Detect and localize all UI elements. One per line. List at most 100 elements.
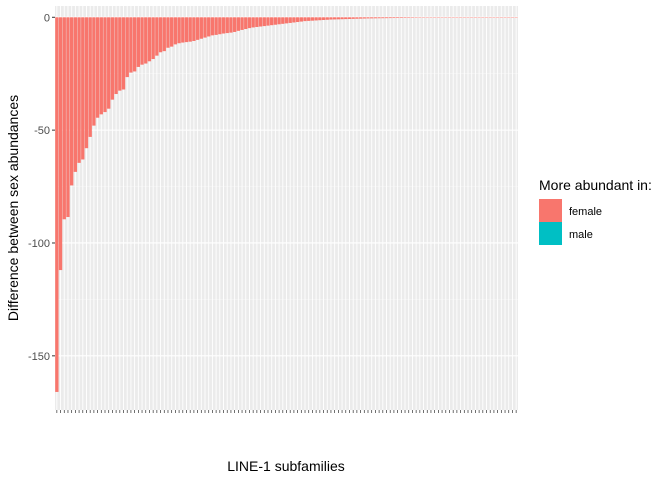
- bar: [362, 17, 366, 19]
- bar: [107, 17, 111, 109]
- bar: [62, 17, 66, 220]
- bar: [292, 17, 296, 23]
- bar: [192, 17, 196, 41]
- bar: [58, 17, 63, 271]
- bar: [218, 17, 222, 35]
- bar: [284, 17, 289, 24]
- bar: [381, 17, 385, 19]
- bar: [325, 17, 329, 20]
- bar: [270, 17, 274, 26]
- bar: [214, 17, 218, 35]
- bar: [151, 17, 155, 60]
- bar: [403, 17, 407, 18]
- bar: [129, 17, 133, 73]
- bar: [347, 17, 352, 19]
- bar: [195, 17, 200, 40]
- bar: [95, 17, 100, 118]
- bar: [299, 17, 303, 22]
- bar: [310, 17, 315, 21]
- bar: [229, 17, 233, 33]
- bar: [370, 17, 374, 19]
- bar: [118, 17, 122, 91]
- bar: [188, 17, 192, 42]
- bar: [181, 17, 185, 43]
- bar: [384, 17, 389, 19]
- bar: [173, 17, 178, 45]
- legend-label-female: female: [569, 206, 602, 218]
- bar: [281, 17, 285, 24]
- y-tick-label: -150: [28, 351, 50, 363]
- bar: [295, 17, 300, 23]
- bar: [88, 17, 92, 137]
- bar: [92, 17, 96, 126]
- bar: [162, 17, 166, 52]
- bar: [225, 17, 229, 34]
- x-axis-ticks: [56, 410, 517, 413]
- bar: [114, 17, 118, 95]
- bar: [314, 17, 318, 21]
- bar: [332, 17, 337, 20]
- y-axis: 0 -50 -100 -150: [28, 12, 55, 363]
- x-axis-title: LINE-1 subfamilies: [227, 458, 345, 474]
- bar: [221, 17, 226, 34]
- bar: [110, 17, 115, 100]
- bar: [132, 17, 137, 72]
- bar: [73, 17, 78, 172]
- bar: [329, 17, 333, 20]
- bar: [266, 17, 270, 26]
- bar: [355, 17, 359, 19]
- bar: [377, 17, 381, 19]
- bar: [77, 17, 81, 163]
- bar: [240, 17, 244, 30]
- bar: [199, 17, 203, 39]
- bar: [340, 17, 344, 20]
- bar: [158, 17, 163, 53]
- bar: [81, 17, 85, 160]
- bar: [344, 17, 348, 20]
- bar: [203, 17, 207, 38]
- bar: [177, 17, 181, 44]
- legend-label-male: male: [569, 229, 593, 241]
- bar: [210, 17, 215, 36]
- legend-title: More abundant in:: [539, 177, 652, 193]
- bar: [395, 17, 400, 18]
- bar: [321, 17, 326, 20]
- bar: [366, 17, 370, 19]
- bar: [255, 17, 259, 27]
- bar: [407, 17, 411, 18]
- bar: [236, 17, 241, 31]
- legend-key-female: [539, 199, 562, 222]
- bar: [247, 17, 252, 29]
- legend: More abundant in: female male: [539, 177, 652, 245]
- bar: [336, 17, 341, 20]
- bar: [103, 17, 107, 113]
- bar: [125, 17, 129, 78]
- bar: [358, 17, 363, 19]
- bar: [207, 17, 211, 37]
- grid-lines: [55, 6, 518, 410]
- legend-key-male: [539, 222, 562, 245]
- y-tick-label: -50: [34, 125, 50, 137]
- bar: [136, 17, 141, 67]
- bar: [288, 17, 292, 23]
- bar: [147, 17, 152, 62]
- bar: [244, 17, 248, 30]
- y-tick-label: -100: [28, 238, 50, 250]
- bar: [140, 17, 144, 65]
- bar: [388, 17, 392, 19]
- bar: [232, 17, 237, 32]
- bar: [99, 17, 103, 115]
- bars: [55, 17, 518, 392]
- bar: [55, 17, 59, 392]
- bar: [373, 17, 378, 19]
- bar: [351, 17, 355, 19]
- bar: [84, 17, 89, 149]
- bar: [121, 17, 126, 90]
- bar: [70, 17, 74, 186]
- bar: [66, 17, 70, 218]
- bar: [303, 17, 307, 22]
- bar: [251, 17, 255, 28]
- bar: [318, 17, 322, 21]
- bar: [170, 17, 174, 47]
